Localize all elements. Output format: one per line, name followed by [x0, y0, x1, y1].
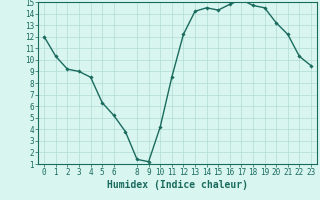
- X-axis label: Humidex (Indice chaleur): Humidex (Indice chaleur): [107, 180, 248, 190]
